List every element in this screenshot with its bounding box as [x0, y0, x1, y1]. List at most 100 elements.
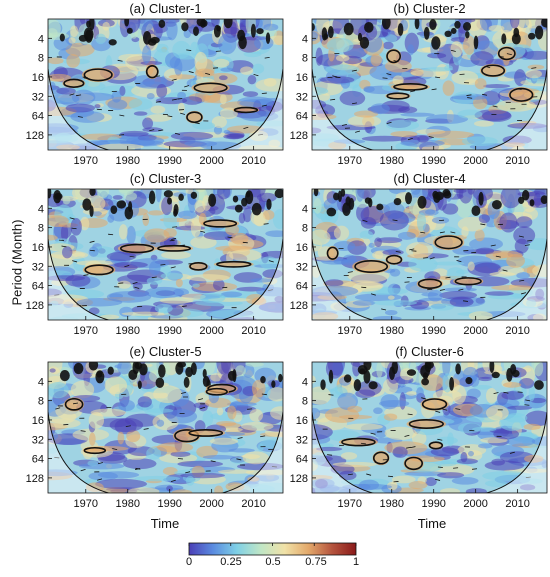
spectrum-blob [147, 408, 174, 413]
spectrum-blob [192, 283, 200, 287]
significant-spot [216, 26, 221, 32]
x-tick-label: 1980 [379, 498, 403, 510]
significant-spot [489, 359, 494, 373]
significant-spot [443, 191, 451, 198]
spectrum-blob [525, 70, 542, 79]
significant-spot [449, 377, 454, 391]
significant-spot [346, 196, 351, 205]
spectrum-blob [117, 432, 124, 445]
y-tick-label: 32 [32, 91, 44, 103]
spectrum-blob [392, 447, 407, 458]
significant-spot [363, 370, 370, 383]
colorbar-tick-05: 0.5 [253, 556, 293, 568]
spectrum-blob [360, 230, 373, 239]
spectrum-blob [40, 235, 58, 241]
power-spectrum [28, 10, 294, 155]
significant-spot [528, 33, 535, 40]
spectrum-blob [516, 272, 530, 279]
power-spectrum [34, 178, 301, 325]
significant-spot [149, 190, 155, 204]
significant-spot [405, 192, 412, 204]
y-tick-label: 16 [32, 415, 44, 427]
spectrum-blob [219, 75, 228, 80]
significant-spot [501, 33, 506, 44]
x-axis-label-left: Time [125, 516, 205, 531]
spectrum-blob [129, 98, 153, 110]
significant-spot [158, 364, 165, 377]
significant-spot [474, 36, 479, 50]
spectrum-blob [171, 132, 213, 141]
spectrum-blob [270, 406, 291, 420]
significant-spot [492, 372, 500, 378]
spectrum-blob [470, 51, 493, 66]
colorbar-tick-025: 0.25 [211, 556, 251, 568]
spectrum-blob [376, 361, 382, 378]
significant-spot [344, 374, 351, 382]
x-tick-label: 1990 [157, 325, 181, 337]
significant-spot [127, 28, 133, 34]
significant-spot [278, 374, 282, 382]
power-spectrum [298, 7, 550, 155]
spectrum-blob [384, 413, 397, 420]
spectrum-blob [113, 195, 123, 200]
significant-spot [252, 203, 262, 215]
significant-spot [394, 198, 402, 205]
spectrum-blob [254, 36, 273, 49]
x-tick-label: 2000 [463, 325, 487, 337]
significant-spot [96, 371, 102, 377]
spectrum-blob [362, 136, 407, 142]
spectrum-blob [482, 354, 490, 371]
panel-title: (d) Cluster-4 [393, 171, 465, 186]
spectrum-blob [149, 261, 161, 275]
spectrum-blob [353, 300, 376, 306]
spectrum-blob [63, 196, 71, 205]
spectrum-blob [156, 44, 168, 53]
significant-spot [164, 190, 173, 197]
spectrum-blob [70, 26, 78, 38]
spectrum-blob [252, 64, 264, 74]
significant-spot [148, 39, 157, 46]
spectrum-blob [347, 406, 362, 413]
spectrum-blob [400, 113, 434, 117]
spectrum-blob [182, 96, 202, 105]
spectrum-blob [147, 93, 155, 99]
significant-spot [328, 26, 334, 38]
spectrum-blob [111, 91, 121, 103]
significant-spot [522, 190, 529, 201]
significant-spot [530, 199, 535, 206]
spectrum-blob [406, 391, 417, 396]
spectrum-blob [434, 262, 464, 266]
spectrum-blob [375, 251, 384, 259]
spectrum-blob [327, 38, 354, 53]
y-tick-label: 128 [290, 473, 308, 485]
spectrum-blob [356, 178, 365, 202]
spectrum-blob [120, 131, 149, 137]
spectrum-blob [457, 109, 482, 118]
y-tick-label: 64 [296, 454, 308, 466]
spectrum-blob [474, 121, 494, 127]
spectrum-blob [334, 226, 349, 241]
spectrum-blob [89, 412, 104, 429]
y-tick-label: 8 [302, 223, 308, 235]
significant-spot [327, 208, 337, 217]
spectrum-blob [210, 438, 238, 445]
spectrum-blob [243, 91, 258, 97]
colorbar-tick-1: 1 [336, 556, 376, 568]
spectrum-blob [528, 65, 545, 70]
spectrum-blob [241, 422, 274, 431]
significant-spot [454, 21, 460, 29]
x-tick-label: 1980 [115, 325, 139, 337]
spectrum-blob [203, 455, 236, 460]
spectrum-blob [235, 365, 246, 376]
spectrum-blob [308, 386, 331, 404]
spectrum-blob [510, 13, 519, 28]
spectrum-blob [102, 22, 109, 31]
y-tick-label: 8 [302, 53, 308, 65]
spectrum-blob [417, 212, 426, 231]
significant-spot [208, 194, 216, 207]
spectrum-blob [499, 212, 517, 232]
spectrum-blob [427, 131, 474, 139]
